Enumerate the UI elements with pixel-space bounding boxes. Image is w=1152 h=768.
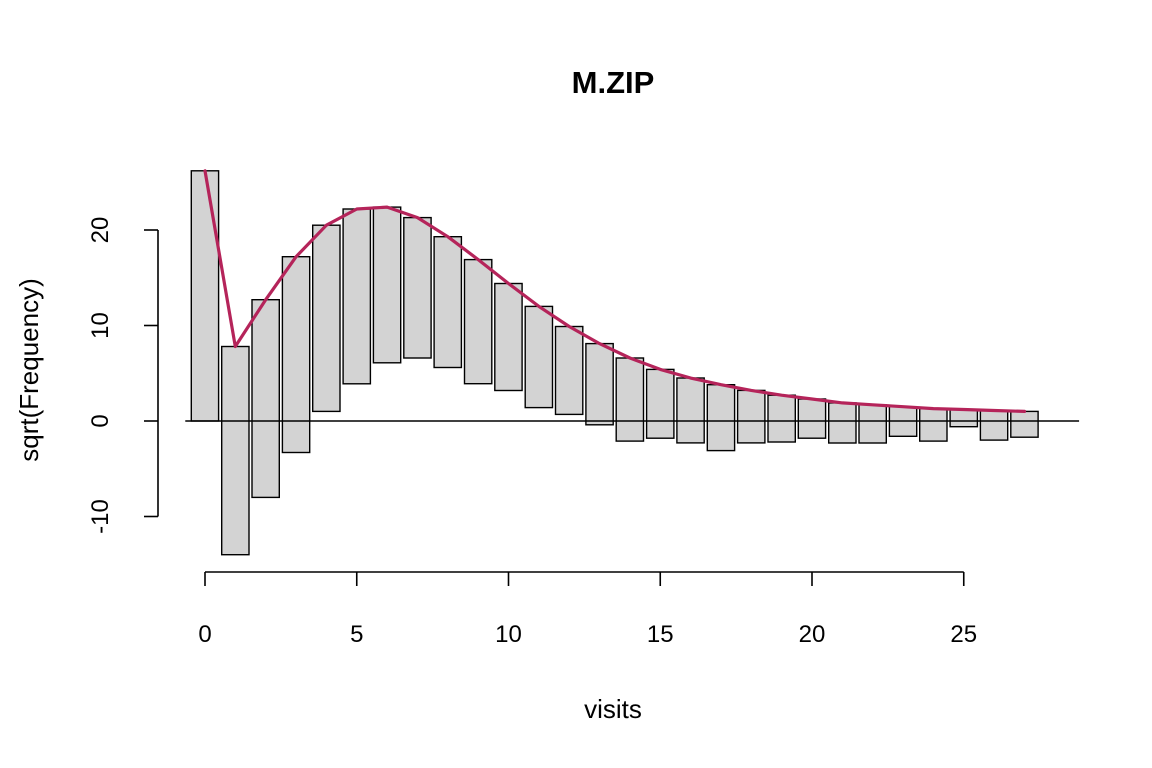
bar-visits-21 [828,402,857,444]
y-tick-label-0: 0 [87,414,114,427]
chart-title: M.ZIP [572,65,655,100]
bar-visits-3 [281,256,311,454]
x-axis-title: visits [584,694,642,724]
bar-visits-13 [585,342,614,426]
bar-visits-27 [1010,410,1039,438]
bars-layer [190,170,1039,556]
bar-visits-1 [220,345,250,556]
bar-visits-15 [645,368,675,439]
y-axis: -10 0 10 20 [87,217,159,534]
bar-visits-26 [979,409,1009,441]
x-tick-label-10: 10 [495,621,522,648]
bar-visits-20 [797,398,827,439]
bar-visits-2 [251,299,280,499]
y-tick-label-10: 10 [87,312,114,339]
bar-visits-0 [190,170,220,422]
x-tick-label-20: 20 [799,621,826,648]
x-tick-label-0: 0 [198,621,211,648]
bar-visits-10 [494,282,523,392]
bar-visits-4 [312,224,341,413]
bar-visits-8 [433,235,463,369]
x-tick-label-15: 15 [647,621,674,648]
bar-visits-16 [676,377,705,444]
bar-visits-12 [554,325,584,416]
y-tick-label--10: -10 [87,499,114,534]
fitted-curve [203,169,1027,413]
y-tick-label-20: 20 [87,217,114,244]
bar-visits-9 [463,258,493,385]
bar-visits-5 [342,208,372,385]
y-axis-title: sqrt(Frequency) [14,278,44,462]
bar-visits-19 [767,394,796,443]
x-tick-label-5: 5 [350,621,363,648]
bar-visits-18 [736,389,766,444]
bar-visits-6 [372,206,402,364]
bar-visits-22 [858,404,887,444]
x-axis: 0 5 10 15 20 25 [198,571,977,648]
bar-visits-25 [949,408,979,428]
bar-visits-11 [524,305,554,409]
bar-visits-7 [403,216,432,359]
bar-visits-24 [919,407,948,442]
x-tick-label-25: 25 [950,621,977,648]
bar-visits-17 [706,384,736,452]
bar-visits-14 [615,357,645,442]
